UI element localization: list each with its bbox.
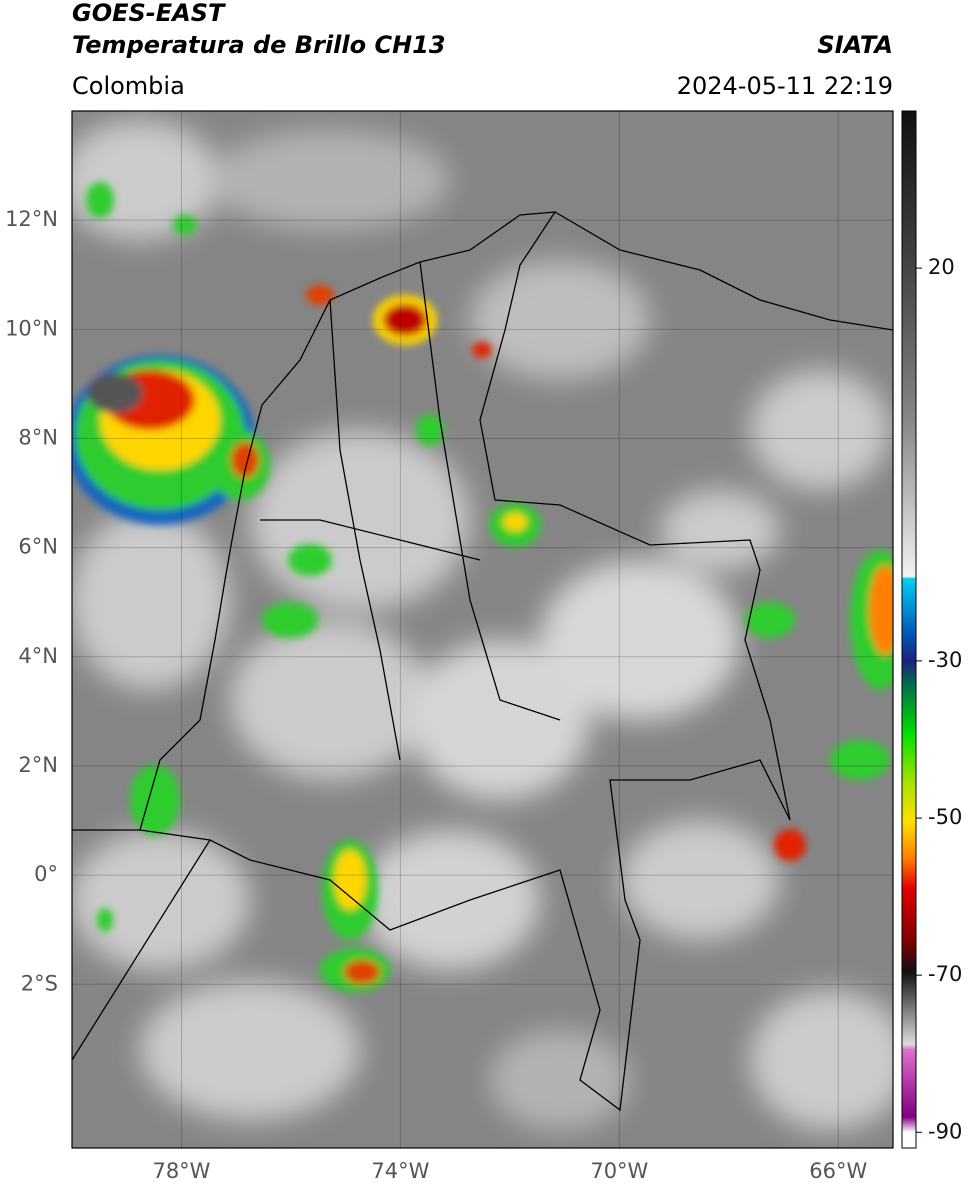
datetime: 2024-05-11 22:19 [677,72,893,100]
colorbar-tick-label: -50 [928,805,962,829]
title-line2: Temperatura de Brillo CH13 [72,31,446,59]
colorbar-tick-label: -30 [928,648,962,672]
lat-tick-label: 2°N [18,753,58,777]
lat-tick-label: 4°N [18,644,58,668]
lon-tick-label: 74°W [371,1159,429,1183]
lat-tick-label: 6°N [18,535,58,559]
colorbar-tick-label: -90 [928,1119,962,1143]
source: SIATA [817,31,893,59]
borders [72,211,893,1112]
lat-tick-label: 0° [34,862,58,886]
lat-tick-label: 10°N [5,316,58,340]
lat-tick-label: 8°N [18,425,58,449]
map-frame [71,110,894,1149]
lat-tick-label: 2°S [21,971,58,995]
convective-clouds [72,182,893,992]
lon-tick-label: 70°W [590,1159,648,1183]
graticule [72,111,893,1148]
lon-tick-label: 66°W [809,1159,867,1183]
region: Colombia [72,72,185,100]
colorbar-tick-label: -70 [928,962,962,986]
lon-tick-label: 78°W [152,1159,210,1183]
colorbar-tick-label: 20 [928,255,955,279]
satellite-image [72,111,893,1148]
colorbar [901,110,917,1149]
title-line1: GOES-EAST [72,0,226,27]
lat-tick-label: 12°N [5,207,58,231]
